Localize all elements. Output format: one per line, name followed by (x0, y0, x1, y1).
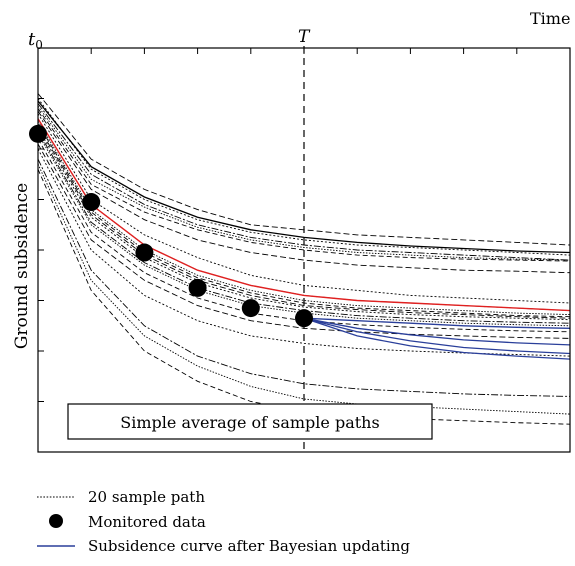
monitored-data-point-2 (82, 193, 101, 212)
average-layer (37, 100, 571, 312)
legend: 20 sample path Monitored data Subsidence… (37, 488, 410, 555)
bayesian-curve-2 (303, 317, 571, 346)
annotation-text: Simple average of sample paths (120, 413, 379, 432)
sample-path-6 (37, 110, 571, 274)
sample-path-11 (37, 126, 571, 319)
monitored-data-point-5 (241, 299, 260, 318)
sample-path-18 (37, 158, 571, 397)
legend-label-bayesian-curve: Subsidence curve after Bayesian updating (88, 537, 410, 555)
legend-item-monitored-data: Monitored data (49, 513, 206, 531)
bayesian-curve-1 (303, 317, 571, 329)
bayesian-layer (303, 317, 571, 360)
sample-path-5 (37, 108, 571, 262)
sample-path-9 (37, 120, 571, 316)
annotation-box: Simple average of sample paths (67, 403, 433, 440)
x-tick-label-t0: t0 (28, 29, 43, 52)
legend-item-bayesian-curve: Subsidence curve after Bayesian updating (37, 537, 410, 555)
sample-path-15 (37, 138, 571, 333)
sample-path-4 (37, 105, 571, 261)
monitored-data-point-3 (135, 243, 154, 262)
sample-path-19 (37, 163, 571, 415)
highlighted-path-line (37, 118, 571, 312)
legend-label-sample-path: 20 sample path (88, 488, 205, 506)
bayesian-curve-4 (303, 317, 571, 360)
legend-item-sample-path: 20 sample path (37, 488, 205, 506)
sample-path-7 (37, 113, 571, 304)
x-tick-label-T: T (298, 27, 311, 47)
legend-label-monitored-data: Monitored data (88, 513, 206, 531)
bayesian-curve-3 (303, 317, 571, 355)
monitored-data-point-6 (295, 309, 313, 328)
simple-average-line (37, 100, 571, 254)
monitored-data-point-4 (188, 278, 207, 297)
y-axis-label: Ground subsidence (12, 183, 32, 349)
monitored-data-layer (29, 124, 313, 328)
sample-path-2 (37, 98, 571, 256)
x-axis-label: Time (530, 9, 570, 28)
